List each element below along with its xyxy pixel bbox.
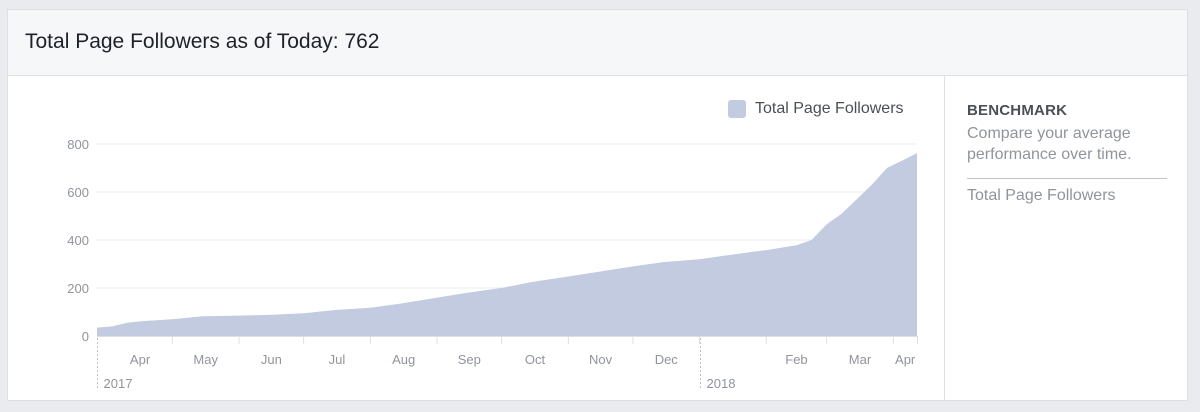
x-tick-label: Aug: [392, 352, 415, 367]
benchmark-panel: BENCHMARK Compare your average performan…: [944, 76, 1188, 401]
benchmark-description: Compare your average performance over ti…: [967, 125, 1132, 163]
card-header: Total Page Followers as of Today: 762: [8, 10, 1187, 76]
y-tick-label: 0: [82, 329, 89, 344]
x-tick-label: Dec: [655, 352, 679, 367]
x-tick-label: Jun: [261, 352, 282, 367]
legend-swatch: [728, 100, 746, 118]
insights-card: Total Page Followers as of Today: 762 0 2…: [7, 9, 1188, 401]
x-tick-label: Oct: [525, 352, 546, 367]
year-label: 2017: [104, 376, 133, 391]
year-label: 2018: [707, 376, 736, 391]
benchmark-metric-link[interactable]: Total Page Followers: [967, 187, 1116, 204]
x-tick-label: May: [193, 352, 218, 367]
y-tick-label: 400: [67, 233, 89, 248]
page-title: Total Page Followers as of Today: 762: [25, 30, 380, 53]
x-tick-label: Nov: [589, 352, 613, 367]
x-tick-label: Jul: [329, 352, 346, 367]
x-tick-label: Apr: [895, 352, 916, 367]
series-area-total-page-followers: [97, 153, 917, 336]
followers-chart: 0 200 400 600 800 Apr May Jun Jul Aug Sep Oct Nov Dec…: [67, 137, 918, 391]
y-tick-label: 800: [67, 137, 89, 152]
legend-label: Total Page Followers: [755, 100, 904, 117]
x-tick-label: Apr: [130, 352, 151, 367]
chart-area: 0 200 400 600 800 Apr May Jun Jul Aug Sep Oct Nov Dec…: [8, 76, 944, 401]
y-tick-label: 600: [67, 185, 89, 200]
x-tick-label: Sep: [458, 352, 481, 367]
chart-legend[interactable]: Total Page Followers: [728, 100, 904, 122]
x-tick-label: Feb: [785, 352, 807, 367]
benchmark-divider: [967, 178, 1167, 179]
y-tick-label: 200: [67, 281, 89, 296]
benchmark-title: BENCHMARK: [967, 102, 1068, 119]
x-tick-label: Mar: [849, 352, 872, 367]
